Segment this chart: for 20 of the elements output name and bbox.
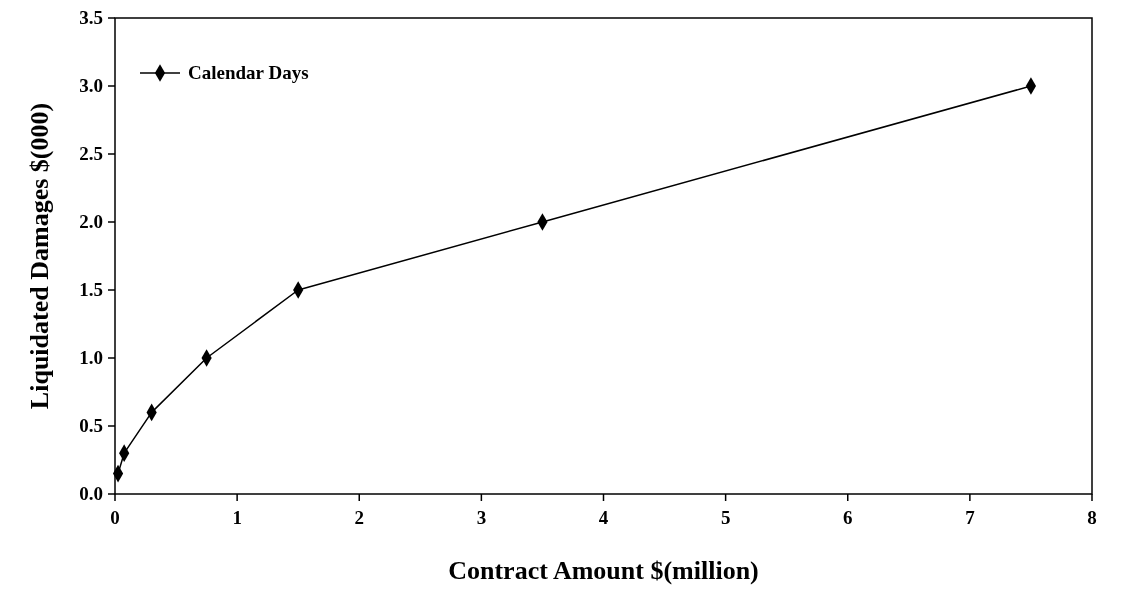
y-tick-label: 1.5 [79,279,103,300]
x-axis-title: Contract Amount $(million) [448,556,759,585]
y-tick-label: 1.0 [79,347,103,368]
y-tick-label: 2.5 [79,143,103,164]
x-tick-label: 6 [843,507,853,528]
x-tick-label: 0 [110,507,120,528]
x-tick-label: 8 [1087,507,1097,528]
x-tick-label: 3 [476,507,487,528]
y-tick-label: 3.0 [79,75,103,96]
y-tick-label: 3.5 [79,7,103,28]
x-tick-label: 7 [965,507,976,528]
y-tick-label: 0.0 [79,483,103,504]
x-tick-label: 1 [232,507,242,528]
legend-label: Calendar Days [188,62,309,83]
y-axis-title: Liquidated Damages $(000) [25,102,54,410]
x-tick-label: 4 [598,507,609,528]
x-tick-label: 5 [720,507,731,528]
x-tick-label: 2 [354,507,364,528]
y-tick-label: 2.0 [79,211,103,232]
y-tick-label: 0.5 [79,415,103,436]
